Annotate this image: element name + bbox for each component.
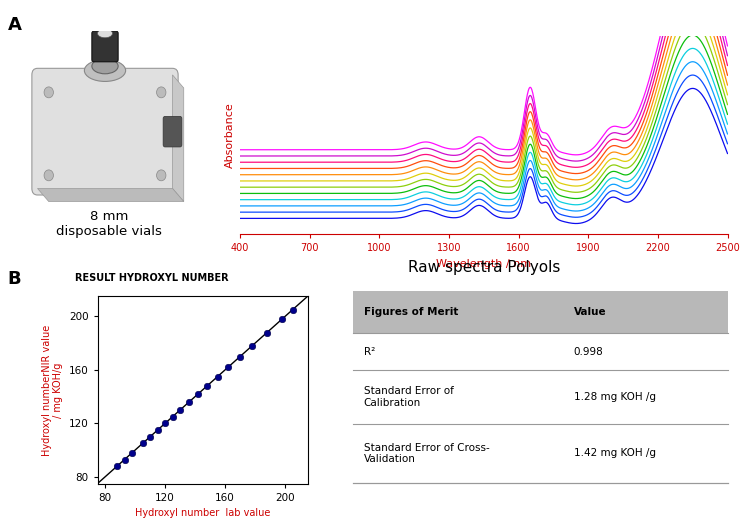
Point [159, 419, 171, 427]
Circle shape [157, 87, 166, 98]
Circle shape [44, 87, 53, 98]
X-axis label: Hydroxyl number  lab value
/ mg KOH/g: Hydroxyl number lab value / mg KOH/g [135, 508, 270, 520]
Text: B: B [8, 270, 21, 289]
Point [126, 449, 138, 457]
Text: Value: Value [574, 307, 606, 317]
Point [246, 342, 258, 350]
Bar [562, 370, 728, 424]
X-axis label: Wavelength / nm: Wavelength / nm [436, 258, 531, 269]
Y-axis label: Absorbance: Absorbance [224, 102, 235, 168]
Bar [352, 333, 562, 370]
Text: Raw spectra Polyols: Raw spectra Polyols [407, 260, 560, 275]
Point [192, 390, 204, 398]
Point [201, 382, 213, 390]
Point [286, 306, 298, 314]
Point [174, 406, 186, 414]
Text: A: A [8, 16, 21, 34]
Text: R²: R² [364, 346, 375, 357]
Circle shape [157, 170, 166, 181]
Point [234, 353, 246, 361]
Bar [562, 291, 728, 333]
Bar [562, 333, 728, 370]
FancyBboxPatch shape [164, 116, 182, 147]
Point [183, 398, 195, 406]
Bar [562, 424, 728, 483]
Bar [352, 291, 562, 333]
Text: Standard Error of
Calibration: Standard Error of Calibration [364, 386, 454, 408]
Point [118, 456, 130, 464]
Ellipse shape [84, 60, 125, 82]
Ellipse shape [92, 58, 118, 74]
Point [144, 433, 156, 441]
Point [276, 315, 288, 323]
Text: Standard Error of Cross-
Validation: Standard Error of Cross- Validation [364, 443, 490, 464]
FancyBboxPatch shape [92, 31, 118, 62]
Text: 0.998: 0.998 [574, 346, 604, 357]
Point [261, 328, 273, 336]
Bar [352, 424, 562, 483]
Text: 1.28 mg KOH /g: 1.28 mg KOH /g [574, 392, 656, 402]
Polygon shape [172, 75, 184, 202]
FancyBboxPatch shape [32, 68, 178, 195]
Bar [352, 370, 562, 424]
Point [136, 439, 148, 448]
Point [152, 426, 164, 434]
Text: RESULT HYDROXYL NUMBER: RESULT HYDROXYL NUMBER [75, 273, 229, 283]
Text: 8 mm
disposable vials: 8 mm disposable vials [56, 210, 162, 238]
Text: 1.42 mg KOH /g: 1.42 mg KOH /g [574, 448, 656, 459]
Point [166, 412, 178, 421]
Text: Figures of Merit: Figures of Merit [364, 307, 458, 317]
Point [111, 462, 123, 471]
Point [211, 372, 223, 381]
Point [222, 363, 234, 371]
Polygon shape [38, 188, 184, 202]
Ellipse shape [98, 29, 112, 38]
Circle shape [44, 170, 53, 181]
Y-axis label: Hydroxyl numberNIR value
/ mg KOH/g: Hydroxyl numberNIR value / mg KOH/g [41, 324, 63, 456]
